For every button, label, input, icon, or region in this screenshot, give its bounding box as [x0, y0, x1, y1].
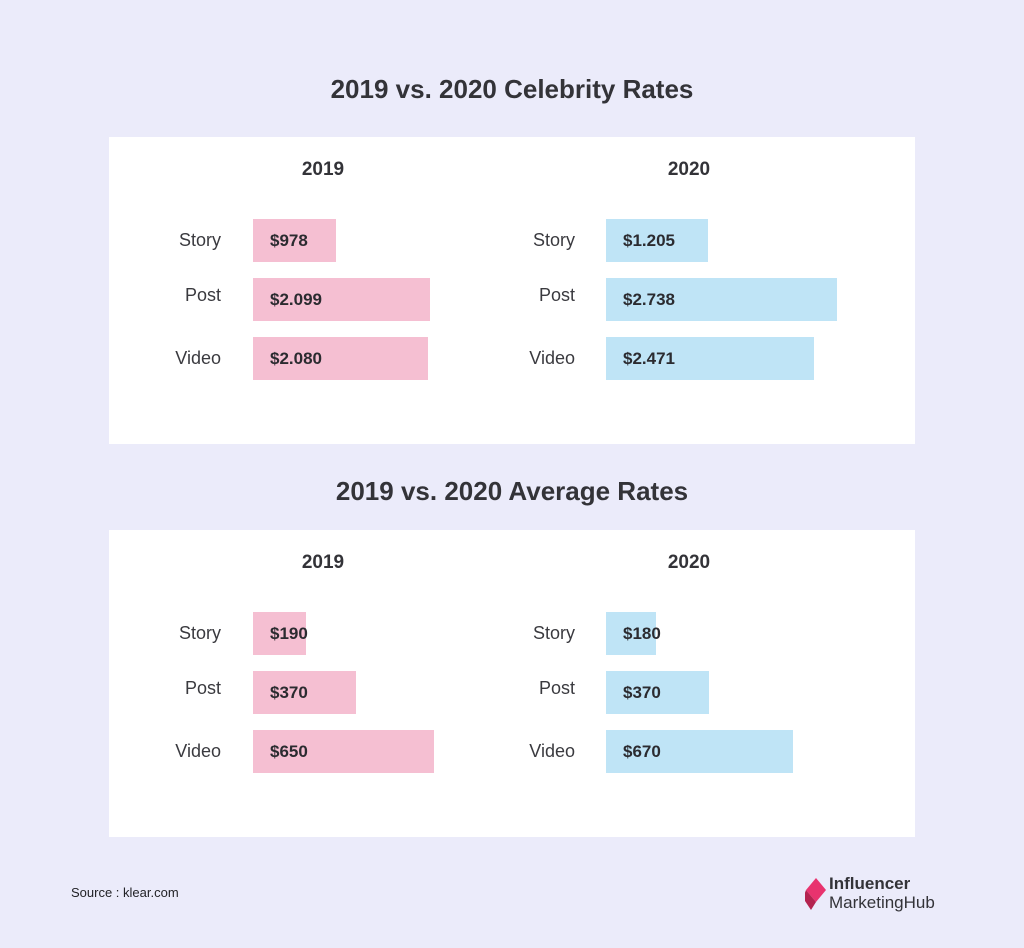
chart-panel-celebrity: 2019 Story $978 Post $2.099 Video $2.080 2020 St… [109, 137, 915, 444]
category-label-story: Story [178, 230, 221, 250]
logo-text-marketinghub: MarketingHub [829, 893, 935, 912]
category-label-story: Story [532, 230, 575, 250]
bar-2019-video: $2.080 [253, 337, 428, 380]
data-label-2020-video: $670 [623, 741, 661, 761]
category-label-post: Post [184, 678, 221, 698]
series-heading-2020: 2020 [667, 552, 711, 573]
category-label-post: Post [538, 285, 575, 305]
chart-title-celebrity: 2019 vs. 2020 Celebrity Rates [330, 74, 694, 104]
data-label-2019-post: $370 [270, 682, 308, 702]
category-label-post: Post [538, 678, 575, 698]
bar-2020-video: $2.471 [606, 337, 814, 380]
data-label-2019-video: $2.080 [270, 348, 322, 368]
category-label-post: Post [184, 285, 221, 305]
chart-title-average: 2019 vs. 2020 Average Rates [335, 476, 689, 506]
category-label-video: Video [529, 741, 575, 761]
category-label-story: Story [532, 623, 575, 643]
bar-2019-post: $370 [253, 671, 356, 714]
source-note: Source : klear.com [71, 885, 179, 900]
chart-panel-average: 2019 Story $190 Post $370 Video $650 2020 Story $… [109, 530, 915, 837]
data-label-2019-story: $978 [270, 230, 308, 250]
series-heading-2019: 2019 [301, 552, 345, 573]
data-label-2020-story: $1.205 [623, 230, 675, 250]
data-label-2020-post: $2.738 [623, 289, 675, 309]
series-heading-2019: 2019 [301, 159, 345, 180]
category-label-video: Video [175, 348, 221, 368]
bar-2019-video: $650 [253, 730, 434, 773]
influencer-marketing-hub-logo-icon [805, 878, 826, 910]
bar-2020-video: $670 [606, 730, 793, 773]
data-label-2020-story: $180 [623, 623, 661, 643]
bar-2019-story: $978 [253, 219, 336, 262]
data-label-2020-post: $370 [623, 682, 661, 702]
series-heading-2020: 2020 [667, 159, 711, 180]
bar-2019-story: $190 [253, 612, 308, 655]
category-label-story: Story [178, 623, 221, 643]
bar-2020-story: $1.205 [606, 219, 708, 262]
bar-2020-story: $180 [606, 612, 661, 655]
logo-text-influencer: Influencer [829, 874, 911, 893]
data-label-2019-story: $190 [270, 623, 308, 643]
bar-2020-post: $2.738 [606, 278, 837, 321]
category-label-video: Video [175, 741, 221, 761]
bar-2019-post: $2.099 [253, 278, 430, 321]
data-label-2019-post: $2.099 [270, 289, 322, 309]
category-label-video: Video [529, 348, 575, 368]
bar-2020-post: $370 [606, 671, 709, 714]
data-label-2020-video: $2.471 [623, 348, 675, 368]
data-label-2019-video: $650 [270, 741, 308, 761]
brand-logo: Influencer MarketingHub [805, 874, 975, 914]
